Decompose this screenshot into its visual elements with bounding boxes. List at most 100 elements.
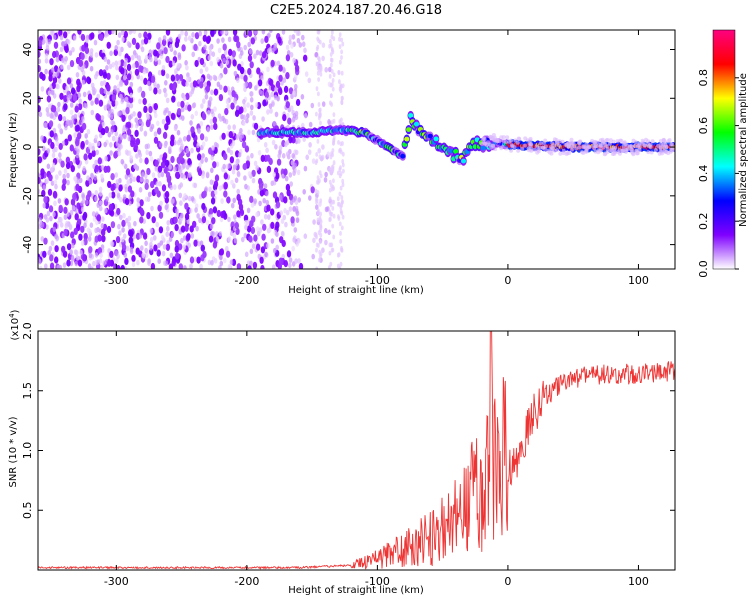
- noise-speckle: [260, 154, 265, 162]
- noise-speckle: [38, 156, 43, 164]
- noise-speckle: [96, 259, 100, 265]
- ridge-haze: [500, 144, 505, 149]
- noise-speckle: [170, 112, 176, 120]
- noise-speckle: [273, 42, 278, 49]
- noise-speckle: [83, 153, 88, 161]
- noise-speckle: [298, 42, 303, 48]
- noise-speckle: [144, 240, 148, 247]
- noise-speckle: [144, 173, 148, 179]
- noise-speckle: [236, 158, 240, 164]
- noise-speckle: [177, 164, 182, 170]
- noise-speckle: [189, 225, 194, 233]
- noise-speckle: [127, 215, 132, 222]
- noise-speckle: [339, 88, 343, 94]
- noise-speckle: [202, 190, 207, 198]
- noise-speckle: [138, 187, 143, 193]
- noise-speckle: [232, 30, 238, 36]
- noise-speckle: [220, 30, 224, 35]
- noise-speckle: [199, 263, 203, 269]
- noise-speckle: [272, 171, 277, 178]
- noise-speckle: [165, 203, 169, 209]
- noise-speckle: [318, 154, 322, 160]
- noise-speckle: [38, 265, 43, 269]
- noise-speckle: [78, 98, 82, 104]
- noise-speckle: [81, 79, 86, 86]
- noise-speckle: [143, 77, 148, 85]
- noise-speckle: [293, 74, 298, 81]
- noise-speckle: [301, 34, 305, 41]
- noise-speckle: [81, 116, 85, 122]
- noise-speckle: [185, 164, 190, 170]
- noise-speckle: [236, 210, 241, 218]
- noise-speckle: [264, 251, 268, 258]
- noise-speckle: [283, 207, 287, 214]
- noise-speckle: [125, 168, 131, 176]
- noise-speckle: [329, 154, 333, 160]
- noise-speckle: [192, 220, 197, 228]
- noise-speckle: [48, 205, 54, 213]
- noise-speckle: [63, 103, 68, 111]
- noise-speckle: [166, 225, 170, 232]
- noise-speckle: [270, 59, 275, 67]
- noise-speckle: [134, 60, 139, 68]
- noise-speckle: [187, 172, 192, 179]
- noise-speckle: [339, 204, 343, 210]
- noise-speckle: [171, 95, 176, 103]
- noise-speckle: [132, 176, 136, 182]
- noise-speckle: [252, 115, 256, 121]
- noise-speckle: [222, 117, 227, 124]
- noise-speckle: [90, 173, 95, 180]
- noise-speckle: [184, 30, 188, 37]
- noise-speckle: [174, 40, 180, 49]
- noise-speckle: [161, 250, 166, 257]
- noise-speckle: [149, 236, 154, 243]
- noise-speckle: [223, 257, 227, 264]
- ridge-haze: [613, 145, 618, 150]
- noise-speckle: [96, 202, 101, 208]
- noise-speckle: [175, 252, 180, 260]
- noise-speckle: [46, 163, 51, 170]
- noise-speckle: [187, 104, 192, 112]
- noise-speckle: [287, 117, 292, 125]
- noise-speckle: [200, 103, 204, 109]
- noise-speckle: [226, 103, 230, 110]
- noise-speckle: [294, 258, 298, 264]
- noise-speckle: [77, 30, 82, 35]
- noise-speckle: [229, 230, 234, 236]
- noise-speckle: [200, 244, 205, 252]
- noise-speckle: [100, 173, 104, 180]
- noise-speckle: [55, 174, 59, 180]
- noise-speckle: [324, 228, 328, 234]
- noise-speckle: [185, 81, 189, 87]
- noise-speckle: [110, 221, 116, 229]
- noise-speckle: [183, 136, 187, 142]
- noise-speckle: [315, 247, 318, 253]
- ridge-haze: [504, 146, 509, 151]
- noise-speckle: [114, 131, 118, 137]
- noise-speckle: [270, 238, 275, 244]
- ridge-haze: [628, 144, 633, 148]
- noise-speckle: [316, 217, 320, 223]
- figure-title: C2E5.2024.187.20.46.G18: [270, 3, 442, 18]
- noise-speckle: [210, 154, 214, 161]
- noise-speckle: [255, 49, 260, 56]
- noise-speckle: [317, 91, 320, 97]
- noise-speckle: [301, 122, 305, 129]
- noise-speckle: [174, 224, 179, 232]
- noise-speckle: [114, 250, 119, 257]
- noise-speckle: [243, 44, 247, 51]
- noise-speckle: [101, 235, 106, 243]
- noise-speckle: [286, 250, 292, 258]
- noise-speckle: [241, 236, 245, 243]
- noise-speckle: [184, 212, 190, 221]
- noise-speckle: [227, 162, 232, 169]
- noise-speckle: [230, 202, 235, 209]
- noise-speckle: [69, 102, 74, 108]
- noise-speckle: [274, 144, 278, 150]
- noise-speckle: [161, 118, 166, 125]
- ridge-haze: [569, 137, 574, 142]
- noise-speckle: [161, 38, 167, 47]
- noise-speckle: [228, 131, 233, 139]
- noise-speckle: [319, 225, 323, 231]
- noise-speckle: [49, 58, 54, 66]
